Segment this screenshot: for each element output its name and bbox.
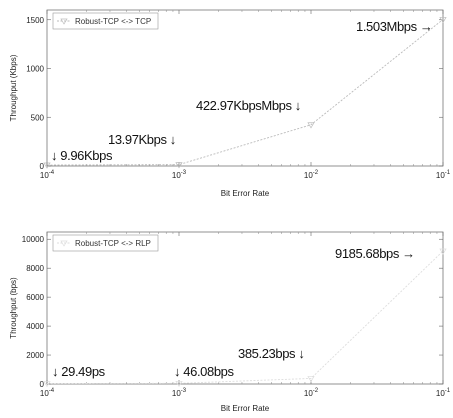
y-tick-label: 8000 [26,264,44,273]
data-annotation: 385.23bps ↓ [238,346,304,361]
data-annotation: ↓ 9.96Kbps [51,148,113,163]
data-point-marker [175,380,183,388]
x-tick-base: 10 [40,389,49,398]
x-tick-label: 10-4 [40,388,55,398]
x-tick-base: 10 [304,171,313,180]
x-tick-base: 10 [436,171,445,180]
data-point-marker [43,381,51,388]
y-tick-label: 2000 [26,351,44,360]
x-tick-base: 10 [40,171,49,180]
x-tick-base: 10 [172,389,181,398]
data-annotation: 13.97Kbps ↓ [108,132,176,147]
data-annotation: 1.503Mbps → [356,19,433,34]
data-point-marker [307,376,315,383]
data-point-marker [175,162,183,169]
plot-frame [46,231,444,385]
y-tick-label: 0 [40,380,45,389]
x-tick-label: 10-2 [304,388,319,398]
x-tick-exponent: -4 [49,388,55,394]
y-tick-label: 10000 [22,235,45,244]
x-tick-exponent: -4 [49,170,55,176]
y-tick-label: 4000 [26,322,44,331]
data-annotation: ↓ 46.08bps [174,364,235,379]
x-tick-label: 10-2 [304,170,319,180]
legend-label: Robust-TCP <-> TCP [75,17,151,26]
x-tick-base: 10 [172,171,181,180]
legend-marker [60,18,68,25]
x-tick-exponent: -2 [313,388,319,394]
x-tick-label: 10-4 [40,170,55,180]
x-tick-label: 10-1 [436,170,451,180]
data-point-marker [439,17,447,24]
legend-box [52,234,159,252]
x-tick-label: 10-1 [436,388,451,398]
y-tick-label: 1000 [26,65,44,74]
legend-marker [60,240,68,247]
data-point-marker [307,122,315,129]
x-tick-exponent: -1 [445,388,451,394]
x-tick-label: 10-3 [172,170,187,180]
y-axis-label: Throughput (Kbps) [9,54,18,121]
y-axis-label: Throughput (bps) [9,277,18,339]
data-point-marker [439,248,447,255]
x-tick-base: 10 [436,389,445,398]
legend-box [52,12,159,30]
series-line [46,19,444,166]
x-tick-base: 10 [304,389,313,398]
y-tick-label: 6000 [26,293,44,302]
x-tick-exponent: -3 [181,388,187,394]
y-tick-label: 500 [31,113,45,122]
y-tick-label: 0 [40,162,45,171]
x-tick-exponent: -3 [181,170,187,176]
x-tick-exponent: -1 [445,170,451,176]
x-axis-label: Bit Error Rate [221,189,270,198]
legend-label: Robust-TCP <-> RLP [75,239,151,248]
y-tick-label: 1500 [26,16,44,25]
data-annotation: 422.97KbpsMbps ↓ [196,98,301,113]
x-axis-label: Bit Error Rate [221,404,270,413]
plot-frame [46,9,444,167]
x-tick-exponent: -2 [313,170,319,176]
data-annotation: ↓ 29.49ps [52,364,106,379]
data-point-marker [43,162,51,169]
data-annotation: 9185.68bps → [335,246,415,261]
x-tick-label: 10-3 [172,388,187,398]
bottom-throughput-chart: 10-4 10-3 10-2 10-10200040006000800010000Bi… [9,231,451,413]
